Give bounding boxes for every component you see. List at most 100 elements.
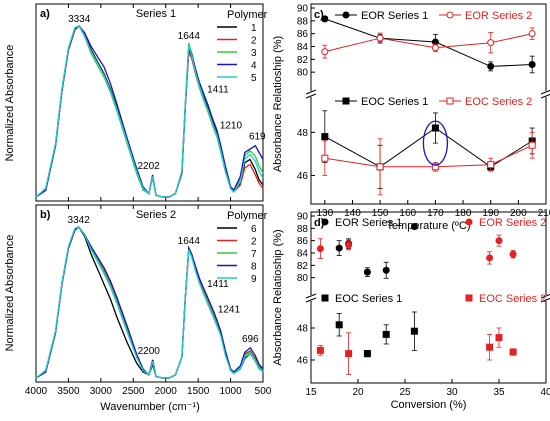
legend-entry: EOR Series 2 [465, 10, 532, 22]
y-axis-label: Normalized Absorbance [4, 235, 16, 352]
legend-entry: 8 [251, 262, 257, 273]
legend-marker [321, 294, 329, 302]
y-tick-label: 88 [297, 224, 309, 235]
data-point [363, 350, 371, 358]
data-point [431, 163, 439, 171]
legend-marker [446, 11, 454, 19]
y-tick-label: 86 [297, 29, 309, 40]
x-tick-label: 210 [538, 208, 550, 219]
data-point [509, 348, 517, 356]
y-tick-label: 46 [297, 356, 309, 367]
axis-break-mark [540, 297, 550, 303]
peak-label: 619 [249, 132, 266, 143]
y-tick-label: 82 [297, 261, 309, 272]
data-point [487, 39, 495, 47]
data-point [321, 154, 329, 162]
data-point [382, 330, 390, 338]
axis-break-gap [306, 295, 316, 301]
peak-label: 1411 [207, 84, 229, 95]
data-point [335, 244, 343, 252]
highlight-ellipse [422, 120, 449, 166]
data-point [410, 222, 418, 230]
data-point [345, 241, 353, 249]
series-line [324, 33, 533, 53]
data-point [509, 250, 517, 258]
legend-entry: EOR Series 1 [361, 10, 428, 22]
x-tick-label: 2500 [122, 386, 145, 397]
legend-entry: EOC Series 2 [479, 293, 546, 305]
data-point [431, 44, 439, 52]
legend-marker [342, 97, 350, 105]
plot-frame [310, 3, 547, 205]
x-tick-label: 190 [482, 208, 499, 219]
peak-label: 696 [242, 334, 259, 345]
axis-break-gap [306, 91, 316, 97]
legend-marker [321, 218, 329, 226]
peak-label: 1411 [207, 279, 229, 290]
y-tick-label: 48 [297, 128, 309, 139]
x-axis-label: Conversion (%) [391, 399, 467, 411]
x-tick-label: 200 [510, 208, 527, 219]
data-point [316, 346, 324, 354]
y-axis-label: Normalized Absorbance [4, 45, 16, 162]
data-point [487, 161, 495, 169]
legend-marker [465, 218, 473, 226]
legend-title: Polymer [227, 210, 268, 222]
axis-break-mark [305, 293, 317, 299]
data-point [382, 266, 390, 274]
peak-label: 3342 [68, 215, 91, 226]
data-point [345, 350, 353, 358]
y-tick-label: 80 [297, 68, 309, 79]
legend-entry: EOC Series 1 [335, 293, 402, 305]
x-tick-label: 15 [305, 387, 317, 398]
axis-break-mark [540, 93, 550, 99]
axis-break-mark [540, 293, 550, 299]
legend-entry: 1 [251, 23, 257, 34]
y-tick-label: 82 [297, 55, 309, 66]
chart-title: Series 1 [136, 8, 176, 20]
data-point [528, 141, 536, 149]
data-point [431, 124, 439, 132]
series-line [324, 18, 533, 67]
panel-label: d) [314, 217, 325, 229]
x-tick-label: 3500 [57, 386, 80, 397]
data-point [487, 62, 495, 70]
legend-entry: 2 [251, 237, 257, 248]
legend-entry: 4 [251, 61, 257, 72]
peak-label: 2202 [137, 161, 160, 172]
x-tick-label: 25 [399, 387, 411, 398]
y-tick-label: 84 [297, 42, 309, 53]
legend-marker [465, 294, 473, 302]
plot-frame [35, 3, 264, 202]
data-point [321, 133, 329, 141]
legend-entry: EOC Series 2 [465, 96, 532, 108]
x-tick-label: 3000 [90, 386, 113, 397]
x-tick-label: 1500 [187, 386, 210, 397]
x-tick-label: 130 [316, 208, 333, 219]
x-tick-label: 20 [352, 387, 364, 398]
data-point [376, 163, 384, 171]
legend-entry: 6 [251, 224, 257, 235]
legend-entry: 5 [251, 73, 257, 84]
data-point [528, 30, 536, 38]
y-tick-label: 46 [297, 171, 309, 182]
legend-entry: EOR Series 2 [479, 217, 546, 229]
panel-label: c) [314, 9, 324, 21]
legend-marker [342, 11, 350, 19]
data-point [316, 245, 324, 253]
peak-label: 1241 [218, 305, 241, 316]
peak-label: 1644 [178, 236, 201, 247]
x-tick-label: 2000 [155, 386, 178, 397]
x-tick-label: 180 [455, 208, 472, 219]
peak-label: 3334 [68, 14, 91, 25]
x-tick-label: 30 [446, 387, 458, 398]
y-axis-label: Absorbance Relatioship (%) [272, 229, 284, 365]
y-axis-label: Absorbance Relatioship (%) [272, 36, 284, 172]
panel-label: b) [40, 209, 51, 221]
axis-break-gap [541, 91, 550, 97]
x-tick-label: 1000 [219, 386, 242, 397]
data-point [321, 48, 329, 56]
spectrum-panel-b: 4000 3500 3000 2500 2000 1500 1000 500 3342 1644 1… [25, 204, 272, 397]
legend-entry: 3 [251, 48, 257, 59]
